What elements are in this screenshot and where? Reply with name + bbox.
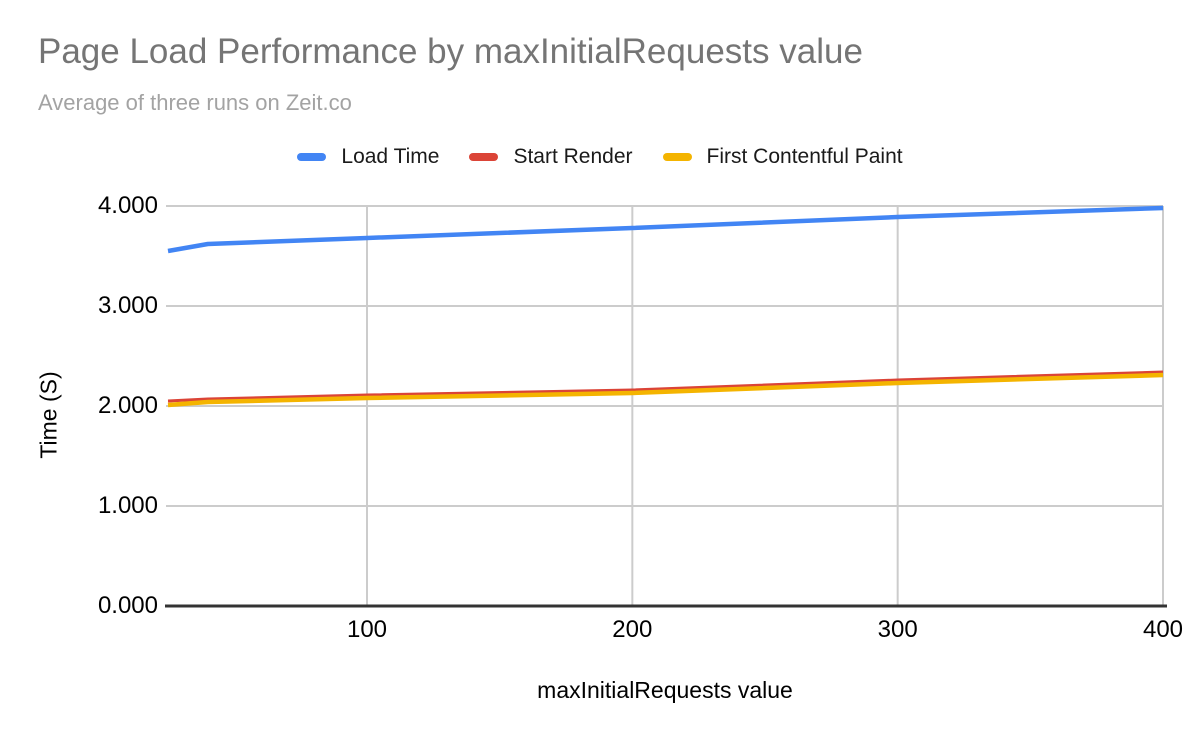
chart-subtitle: Average of three runs on Zeit.co (38, 90, 352, 115)
legend-item-start-render: Start Render (469, 145, 633, 169)
legend-item-load-time: Load Time (297, 145, 439, 169)
y-tick-label: 2.000 (97, 392, 158, 419)
series-line-start-render (167, 370, 1164, 403)
x-tick-label: 100 (346, 616, 388, 643)
y-tick-label: 4.000 (97, 192, 158, 219)
series-line-load-time (167, 205, 1164, 254)
legend-swatch-icon (469, 153, 499, 161)
legend: Load Time Start Render First Contentful … (0, 142, 1200, 172)
legend-swatch-icon (297, 153, 327, 161)
y-axis-title: Time (S) (35, 371, 62, 459)
legend-label: Start Render (513, 145, 633, 168)
x-axis-title: maxInitialRequests value (537, 677, 793, 703)
x-tick-label: 400 (1142, 616, 1184, 643)
y-tick-label: 1.000 (97, 492, 158, 519)
y-tick-label: 3.000 (97, 292, 158, 319)
chart-title: Page Load Performance by maxInitialReque… (38, 32, 863, 71)
series-line-first-contentful-paint (167, 372, 1164, 408)
y-tick-label: 0.000 (97, 592, 158, 619)
x-tick-label: 300 (877, 616, 918, 643)
legend-label: Load Time (341, 145, 440, 168)
x-tick-label: 200 (612, 616, 653, 643)
legend-label: First Contentful Paint (706, 145, 903, 168)
legend-swatch-icon (662, 153, 692, 161)
legend-item-first-contentful-paint: First Contentful Paint (662, 145, 903, 169)
